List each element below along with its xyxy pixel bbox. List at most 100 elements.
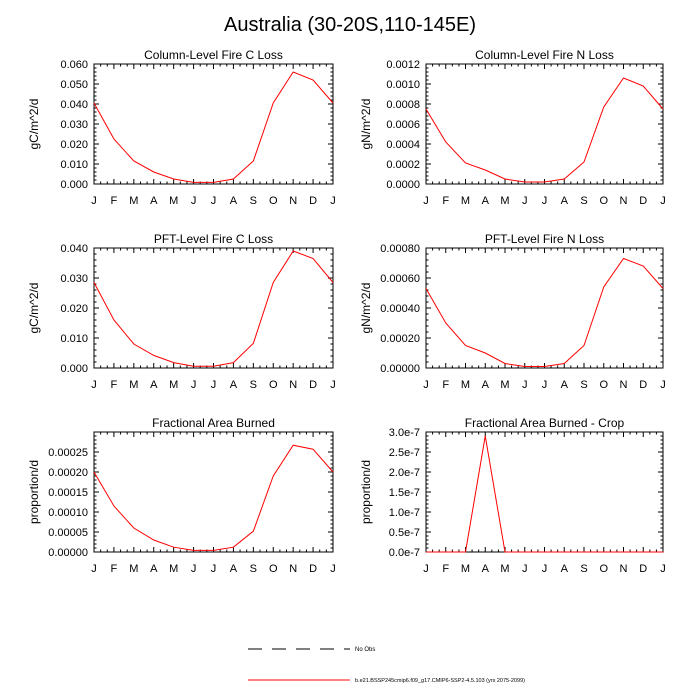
x-tick-label: S xyxy=(250,563,257,575)
series-line xyxy=(93,444,334,551)
y-axis-label: proportion/d xyxy=(27,460,41,524)
y-axis-label: gC/m^2/d xyxy=(27,99,41,150)
x-tick-label: J xyxy=(423,563,429,575)
x-tick-label: A xyxy=(482,563,490,575)
x-tick-label: D xyxy=(309,195,317,207)
y-tick-label: 0.00020 xyxy=(48,467,88,479)
y-tick-label: 0.030 xyxy=(60,273,88,285)
x-tick-label: J xyxy=(660,195,666,207)
y-tick-label: 0.0008 xyxy=(386,99,420,111)
x-tick-label: J xyxy=(330,379,336,391)
y-tick-label: 0.00000 xyxy=(48,547,88,559)
figure-title: Australia (30-20S,110-145E) xyxy=(224,14,476,36)
y-axis-label: gN/m^2/d xyxy=(359,99,373,150)
x-tick-label: J xyxy=(191,379,197,391)
x-tick-label: A xyxy=(230,195,238,207)
plot-frame xyxy=(93,431,334,553)
x-tick-label: M xyxy=(129,195,138,207)
x-tick-label: S xyxy=(250,379,257,391)
y-tick-label: 0.0002 xyxy=(386,159,420,171)
x-tick-label: O xyxy=(599,195,608,207)
x-tick-label: O xyxy=(599,379,608,391)
y-tick-label: 0.000 xyxy=(60,363,88,375)
y-tick-label: 0.0012 xyxy=(386,59,420,71)
x-tick-label: A xyxy=(561,379,569,391)
y-tick-label: 0.0000 xyxy=(386,179,420,191)
y-tick-label: 0.0010 xyxy=(386,79,420,91)
x-tick-label: J xyxy=(660,379,666,391)
x-tick-label: N xyxy=(289,379,297,391)
x-tick-label: J xyxy=(330,563,336,575)
x-tick-label: J xyxy=(522,379,528,391)
x-tick-label: M xyxy=(169,563,178,575)
x-tick-label: A xyxy=(150,379,158,391)
x-tick-label: S xyxy=(250,195,257,207)
x-tick-label: S xyxy=(580,563,587,575)
x-tick-label: M xyxy=(169,379,178,391)
y-axis-label: proportion/d xyxy=(359,460,373,524)
x-tick-label: J xyxy=(542,563,548,575)
series-line xyxy=(425,257,664,367)
x-tick-label: M xyxy=(500,563,509,575)
y-tick-label: 0.010 xyxy=(60,333,88,345)
y-tick-label: 1.5e-7 xyxy=(389,487,420,499)
x-tick-label: F xyxy=(111,195,118,207)
x-tick-label: D xyxy=(639,563,647,575)
x-tick-label: A xyxy=(561,563,569,575)
x-tick-label: J xyxy=(660,563,666,575)
x-tick-label: J xyxy=(423,195,429,207)
y-tick-label: 0.050 xyxy=(60,79,88,91)
y-tick-label: 0.00060 xyxy=(380,273,420,285)
x-tick-label: D xyxy=(639,195,647,207)
chart-title: Fractional Area Burned xyxy=(152,416,275,430)
y-tick-label: 0.000 xyxy=(60,179,88,191)
chart-title: Fractional Area Burned - Crop xyxy=(465,416,625,430)
x-tick-label: N xyxy=(289,563,297,575)
x-tick-label: O xyxy=(269,195,278,207)
x-tick-label: A xyxy=(150,563,158,575)
x-tick-label: D xyxy=(639,379,647,391)
x-tick-label: J xyxy=(423,379,429,391)
x-tick-label: F xyxy=(442,195,449,207)
x-tick-label: A xyxy=(561,195,569,207)
chart-panel-6: Fractional Area Burned - Crop proportion/… xyxy=(359,416,666,575)
legend: No Obs b.e21.BSSP245cmip6.f09_g17.CMIP6-… xyxy=(248,647,525,684)
x-tick-label: N xyxy=(620,195,628,207)
x-tick-label: J xyxy=(522,563,528,575)
x-tick-label: F xyxy=(111,563,118,575)
x-tick-label: J xyxy=(191,563,197,575)
y-tick-label: 0.00015 xyxy=(48,487,88,499)
y-tick-label: 0.00040 xyxy=(380,303,420,315)
plot-frame xyxy=(425,63,664,185)
legend-model-label: b.e21.BSSP245cmip6.f09_g17.CMIP6-SSP2-4.… xyxy=(355,678,525,684)
y-tick-label: 0.00010 xyxy=(48,507,88,519)
y-tick-label: 0.060 xyxy=(60,59,88,71)
x-tick-label: N xyxy=(289,195,297,207)
x-tick-label: F xyxy=(442,379,449,391)
y-tick-label: 0.0006 xyxy=(386,119,420,131)
y-tick-label: 0.00000 xyxy=(380,363,420,375)
x-tick-label: S xyxy=(580,195,587,207)
x-tick-label: M xyxy=(169,195,178,207)
y-tick-label: 0.020 xyxy=(60,303,88,315)
y-tick-label: 0.040 xyxy=(60,99,88,111)
y-axis-label: gN/m^2/d xyxy=(359,283,373,334)
x-tick-label: J xyxy=(91,195,97,207)
chart-title: Column-Level Fire C Loss xyxy=(144,48,283,62)
y-tick-label: 0.030 xyxy=(60,119,88,131)
y-tick-label: 0.0004 xyxy=(386,139,420,151)
x-tick-label: A xyxy=(482,379,490,391)
x-tick-label: J xyxy=(191,195,197,207)
x-tick-label: A xyxy=(230,379,238,391)
y-tick-label: 2.5e-7 xyxy=(389,447,420,459)
x-tick-label: J xyxy=(330,195,336,207)
x-tick-label: A xyxy=(150,195,158,207)
x-tick-label: M xyxy=(129,379,138,391)
x-tick-label: M xyxy=(461,563,470,575)
x-tick-label: M xyxy=(461,195,470,207)
x-tick-label: J xyxy=(91,563,97,575)
x-tick-label: O xyxy=(269,563,278,575)
